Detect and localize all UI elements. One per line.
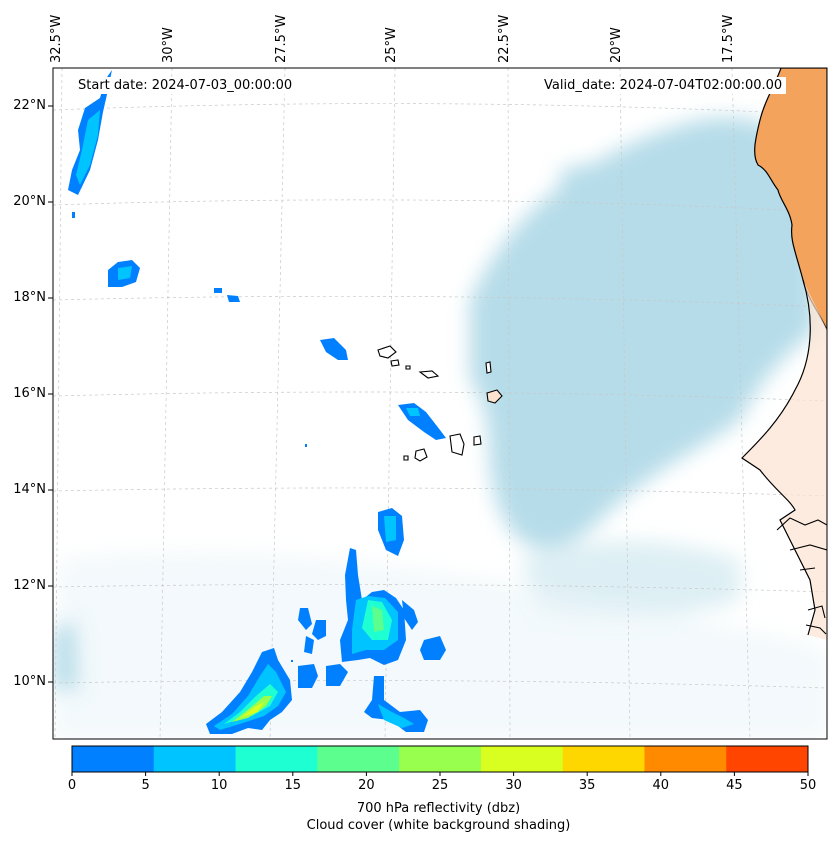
colorbar-segment: [153, 746, 237, 772]
lat-label-20n: 20°N: [13, 194, 46, 209]
colorbar-tick-label: 20: [358, 778, 375, 793]
colorbar-tick-label: 5: [141, 778, 150, 793]
colorbar-tick-label: 50: [799, 778, 817, 793]
reflectivity-cells: [68, 70, 446, 734]
lat-label-16n: 16°N: [13, 386, 46, 401]
map-frame: [52, 67, 828, 740]
colorbar-segment: [235, 746, 318, 772]
valid-date-label: Valid_date: 2024-07-04T02:00:00.00: [540, 77, 787, 94]
africa-coastline: [741, 279, 816, 636]
lon-label-30w: 30°W: [161, 27, 176, 63]
lon-label-22-5w: 22.5°W: [497, 14, 512, 63]
lon-label-27-5w: 27.5°W: [274, 14, 289, 63]
lat-label-10n: 10°N: [13, 674, 46, 689]
colorbar-segment: [644, 746, 727, 772]
colorbar-tick-label: 45: [726, 778, 743, 793]
lat-label-18n: 18°N: [13, 290, 46, 305]
lon-label-25w: 25°W: [384, 27, 399, 63]
cape-verde-islands: [377, 345, 503, 462]
start-date-label: Start date: 2024-07-03_00:00:00: [74, 77, 297, 94]
guinea-bissau-coast: [776, 517, 827, 635]
colorbar-tick-label: 40: [652, 778, 670, 793]
colorbar-segment: [317, 746, 400, 772]
colorbar-tick-label: 25: [431, 778, 449, 793]
colorbar-segment: [399, 746, 482, 772]
lat-ticks: [48, 105, 53, 683]
colorbar-tick-label: 30: [505, 778, 522, 793]
colorbar-segment: [726, 746, 809, 772]
colorbar-label-line1: 700 hPa reflectivity (dbz): [356, 801, 521, 816]
colorbar-tick-label: 10: [210, 778, 228, 793]
colorbar-tick-label: 15: [284, 778, 302, 793]
lat-label-14n: 14°N: [13, 482, 46, 497]
lon-label-17-5w: 17.5°W: [721, 14, 736, 63]
colorbar-label-line2: Cloud cover (white background shading): [306, 818, 571, 833]
lon-label-20w: 20°W: [609, 27, 624, 63]
colorbar-tick-label: 0: [67, 778, 77, 793]
lon-label-32-5w: 32.5°W: [49, 14, 64, 63]
colorbar-tick-label: 35: [578, 778, 596, 793]
africa-land-faint: [742, 280, 827, 640]
lat-label-22n: 22°N: [13, 98, 46, 113]
colorbar: [71, 745, 809, 776]
colorbar-segment: [562, 746, 645, 772]
lat-label-12n: 12°N: [13, 578, 46, 593]
colorbar-segment: [480, 746, 564, 772]
colorbar-segment: [72, 746, 155, 772]
